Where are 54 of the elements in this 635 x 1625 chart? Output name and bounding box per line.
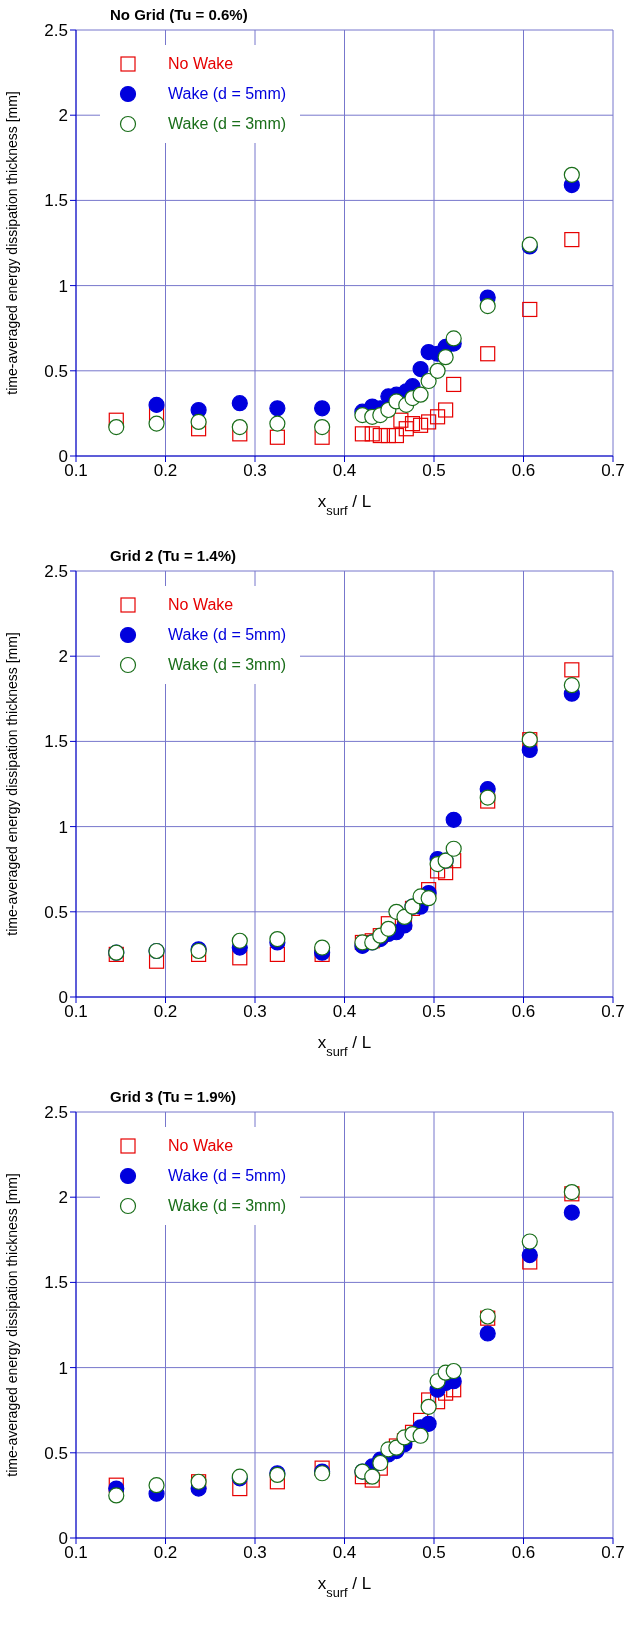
x-tick-label: 0.3 bbox=[243, 1002, 267, 1022]
x-tick-label: 0.7 bbox=[601, 1002, 625, 1022]
x-tick-label: 0.4 bbox=[332, 461, 357, 481]
x-tick-label: 0.7 bbox=[601, 461, 625, 481]
y-tick-label: 2 bbox=[58, 1188, 68, 1208]
y-tick-label: 1 bbox=[58, 276, 68, 296]
legend-label: Wake (d = 5mm) bbox=[168, 626, 287, 644]
x-tick-label: 0.1 bbox=[64, 461, 88, 481]
y-tick-label: 1.5 bbox=[44, 732, 68, 752]
x-axis-title: x$_{surf}$ / L bbox=[317, 492, 372, 518]
legend-label: No Wake bbox=[168, 1137, 234, 1155]
legend-label: No Wake bbox=[168, 55, 234, 73]
x-axis-title: x$_{surf}$ / L bbox=[317, 1574, 372, 1600]
x-tick-label: 0.2 bbox=[153, 1002, 178, 1022]
y-tick-label: 1 bbox=[58, 817, 68, 837]
x-tick-label: 0.5 bbox=[422, 1543, 446, 1563]
x-tick-label: 0.2 bbox=[153, 461, 178, 481]
x-tick-label: 0.3 bbox=[243, 461, 267, 481]
legend-label: No Wake bbox=[168, 596, 234, 614]
x-tick-label: 0.3 bbox=[243, 1543, 267, 1563]
y-tick-label: 1 bbox=[58, 1358, 68, 1378]
legend-label: Wake (d = 3mm) bbox=[168, 1197, 287, 1215]
y-tick-label: 1.5 bbox=[44, 191, 68, 211]
x-tick-label: 0.7 bbox=[601, 1543, 625, 1563]
x-tick-label: 0.5 bbox=[422, 1002, 446, 1022]
y-axis-title: time-averaged energy dissipation thickness [mm] bbox=[3, 632, 20, 936]
y-tick-label: 2.5 bbox=[44, 21, 68, 41]
y-tick-label: 1.5 bbox=[44, 1273, 68, 1293]
chart-title: No Grid (Tu = 0.6%) bbox=[110, 6, 248, 23]
y-tick-label: 2 bbox=[58, 106, 68, 126]
x-tick-label: 0.6 bbox=[511, 1543, 536, 1563]
x-tick-label: 0.2 bbox=[153, 1543, 178, 1563]
chart-title: Grid 3 (Tu = 1.9%) bbox=[110, 1088, 236, 1105]
legend-label: Wake (d = 5mm) bbox=[168, 85, 287, 103]
y-axis-title: time-averaged energy dissipation thickness [mm] bbox=[3, 91, 20, 395]
y-axis-title: time-averaged energy dissipation thickness [mm] bbox=[3, 1173, 20, 1477]
legend-label: Wake (d = 5mm) bbox=[168, 1167, 287, 1185]
y-tick-label: 2.5 bbox=[44, 562, 68, 582]
x-axis-title: x$_{surf}$ / L bbox=[317, 1033, 372, 1059]
y-tick-label: 0.5 bbox=[44, 361, 68, 381]
legend-label: Wake (d = 3mm) bbox=[168, 115, 287, 133]
x-tick-label: 0.1 bbox=[64, 1543, 88, 1563]
x-tick-label: 0.4 bbox=[332, 1002, 357, 1022]
y-tick-label: 2.5 bbox=[44, 1103, 68, 1123]
x-tick-label: 0.5 bbox=[422, 461, 446, 481]
legend-label: Wake (d = 3mm) bbox=[168, 656, 287, 674]
chart-title: Grid 2 (Tu = 1.4%) bbox=[110, 547, 236, 564]
x-tick-label: 0.6 bbox=[511, 1002, 536, 1022]
x-tick-label: 0.1 bbox=[64, 1002, 88, 1022]
x-tick-label: 0.6 bbox=[511, 461, 536, 481]
x-tick-label: 0.4 bbox=[332, 1543, 357, 1563]
y-tick-label: 2 bbox=[58, 647, 68, 667]
y-tick-label: 0.5 bbox=[44, 1443, 68, 1463]
y-tick-label: 0.5 bbox=[44, 902, 68, 922]
